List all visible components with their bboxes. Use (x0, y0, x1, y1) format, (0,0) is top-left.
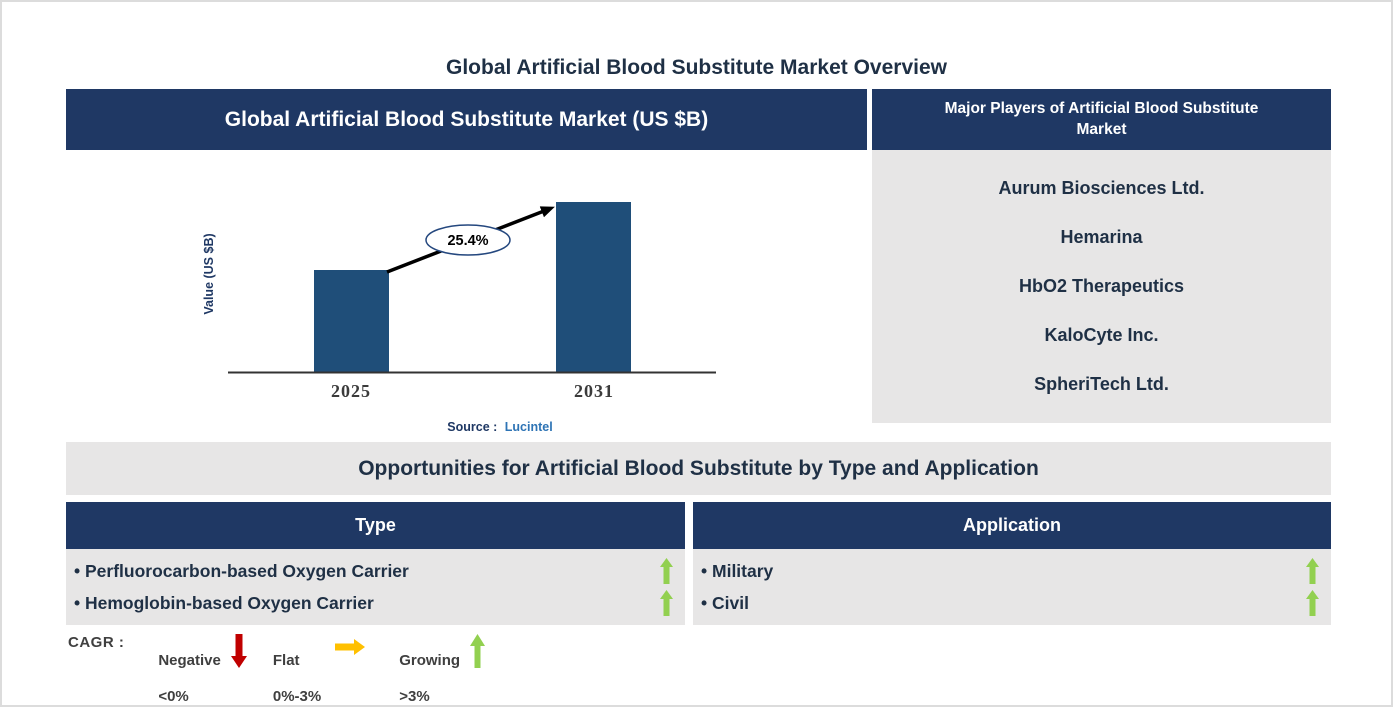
application-items: Military Civil (693, 549, 1331, 625)
player-name: SpheriTech Ltd. (1034, 374, 1169, 394)
players-panel-header-label: Major Players of Artificial Blood Substi… (944, 99, 1259, 138)
player-name: Hemarina (1060, 227, 1143, 247)
type-item-label: Hemoglobin-based Oxygen Carrier (74, 593, 374, 614)
legend-flat-range: 0%-3% (272, 688, 322, 705)
type-item-label: Perfluorocarbon-based Oxygen Carrier (74, 561, 409, 582)
chart-source-name: Lucintel (505, 420, 553, 434)
application-item: Civil (701, 590, 1319, 616)
chart-area: 25.4% 2025 2031 Value (US $B) Source : L… (66, 150, 867, 439)
application-item: Military (701, 558, 1319, 584)
up-arrow-icon (1306, 590, 1319, 616)
up-arrow-icon (1306, 558, 1319, 584)
y-axis-label: Value (US $B) (202, 233, 216, 314)
legend-negative-name: Negative (158, 652, 221, 669)
type-column-header: Type (66, 502, 685, 549)
application-column-header: Application (693, 502, 1331, 549)
down-arrow-icon (230, 634, 247, 668)
chart-source: Source : Lucintel (447, 420, 552, 434)
chart-panel-header: Global Artificial Blood Substitute Marke… (66, 89, 867, 150)
cagr-callout-value: 25.4% (447, 233, 488, 249)
type-item: Perfluorocarbon-based Oxygen Carrier (74, 558, 673, 584)
opportunities-band: Opportunities for Artificial Blood Subst… (66, 442, 1331, 495)
type-item: Hemoglobin-based Oxygen Carrier (74, 590, 673, 616)
players-panel-header: Major Players of Artificial Blood Substi… (872, 89, 1331, 150)
application-item-label: Civil (701, 593, 749, 614)
type-column-header-label: Type (355, 515, 396, 535)
cagr-legend: CAGR : Negative <0% Flat 0%-3% Growing >… (68, 634, 511, 705)
up-arrow-icon (470, 634, 486, 668)
chart-bar (314, 270, 389, 372)
chart-bar (556, 202, 631, 372)
market-bar-chart: 25.4% 2025 2031 Value (US $B) Source : L… (202, 202, 716, 434)
chart-source-prefix: Source : (447, 420, 497, 434)
legend-negative-range: <0% (158, 688, 189, 705)
player-name: KaloCyte Inc. (1044, 325, 1159, 345)
legend-flat-name: Flat (272, 652, 300, 669)
page-title: Global Artificial Blood Substitute Marke… (446, 56, 947, 79)
player-name: Aurum Biosciences Ltd. (998, 178, 1205, 198)
right-arrow-icon (335, 639, 366, 655)
legend-entry-flat: Flat 0%-3% (272, 634, 373, 705)
legend-growing-range: >3% (399, 688, 430, 705)
application-item-label: Military (701, 561, 773, 582)
chart-panel-header-label: Global Artificial Blood Substitute Marke… (224, 107, 709, 131)
legend-growing-name: Growing (399, 652, 461, 669)
application-column-header-label: Application (963, 515, 1061, 535)
legend-entry-growing: Growing >3% (399, 634, 486, 705)
player-name: HbO2 Therapeutics (1018, 276, 1185, 296)
up-arrow-icon (660, 590, 673, 616)
x-tick-label: 2031 (574, 381, 614, 401)
type-items: Perfluorocarbon-based Oxygen Carrier Hem… (66, 549, 685, 625)
cagr-callout-ellipse (425, 224, 511, 256)
x-tick-label: 2025 (331, 381, 371, 401)
up-arrow-icon (660, 558, 673, 584)
cagr-legend-label: CAGR : (68, 634, 125, 651)
legend-entry-negative: Negative <0% (158, 634, 247, 705)
players-list: Aurum Biosciences Ltd. Hemarina HbO2 The… (872, 150, 1331, 423)
opportunities-title: Opportunities for Artificial Blood Subst… (358, 456, 1039, 480)
